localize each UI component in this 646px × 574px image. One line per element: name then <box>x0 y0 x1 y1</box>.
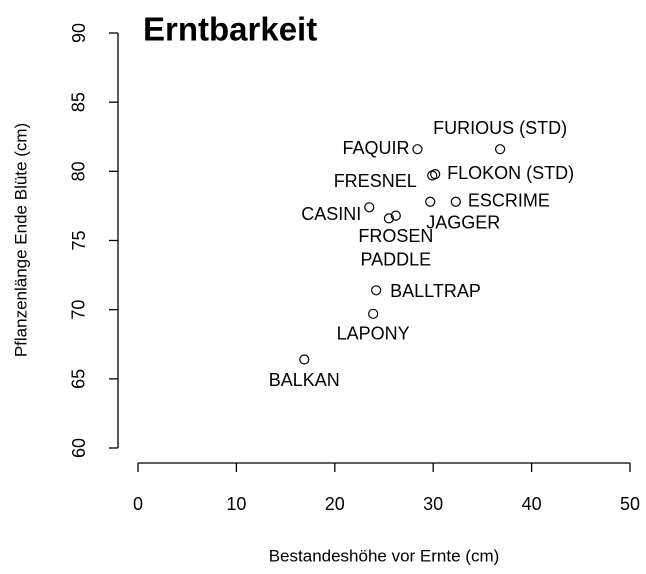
y-tick-label: 85 <box>69 92 89 112</box>
point <box>390 210 401 221</box>
chart-title: Erntbarkeit <box>143 11 317 48</box>
point <box>383 213 395 224</box>
point <box>299 354 310 365</box>
point-label: CASINI <box>301 204 361 224</box>
point <box>364 202 375 213</box>
x-axis-label: Bestandeshöhe vor Ernte (cm) <box>269 546 500 565</box>
x-tick-label: 0 <box>133 494 143 514</box>
y-tick-label: 60 <box>69 438 89 458</box>
point-label: BALLTRAP <box>390 281 481 301</box>
y-axis-label: Pflanzenlänge Ende Blüte (cm) <box>11 123 30 357</box>
point <box>450 196 461 207</box>
point-label: LAPONY <box>337 324 410 344</box>
x-tick-label: 40 <box>522 494 542 514</box>
point <box>495 144 506 155</box>
x-tick-label: 10 <box>226 494 246 514</box>
point <box>371 285 382 296</box>
y-tick-label: 70 <box>69 300 89 320</box>
x-tick-label: 50 <box>620 494 640 514</box>
point-label: ESCRIME <box>468 191 550 211</box>
point <box>412 144 423 155</box>
point-label: BALKAN <box>269 370 340 390</box>
point <box>368 308 379 319</box>
point-label: JAGGER <box>426 213 500 233</box>
x-tick-label: 30 <box>423 494 443 514</box>
y-tick-label: 65 <box>69 369 89 389</box>
point-label: FURIOUS (STD) <box>433 118 567 138</box>
point-label: FRESNEL <box>334 171 417 191</box>
point-label: FAQUIR <box>342 138 409 158</box>
point <box>427 170 438 181</box>
point-label: FLOKON (STD) <box>447 163 574 183</box>
point-label: PADDLE <box>360 249 431 269</box>
point-label: FROSEN <box>358 226 433 246</box>
y-tick-label: 90 <box>69 23 89 43</box>
point <box>425 196 436 207</box>
y-tick-label: 75 <box>69 230 89 250</box>
y-tick-label: 80 <box>69 161 89 181</box>
x-tick-label: 20 <box>325 494 345 514</box>
